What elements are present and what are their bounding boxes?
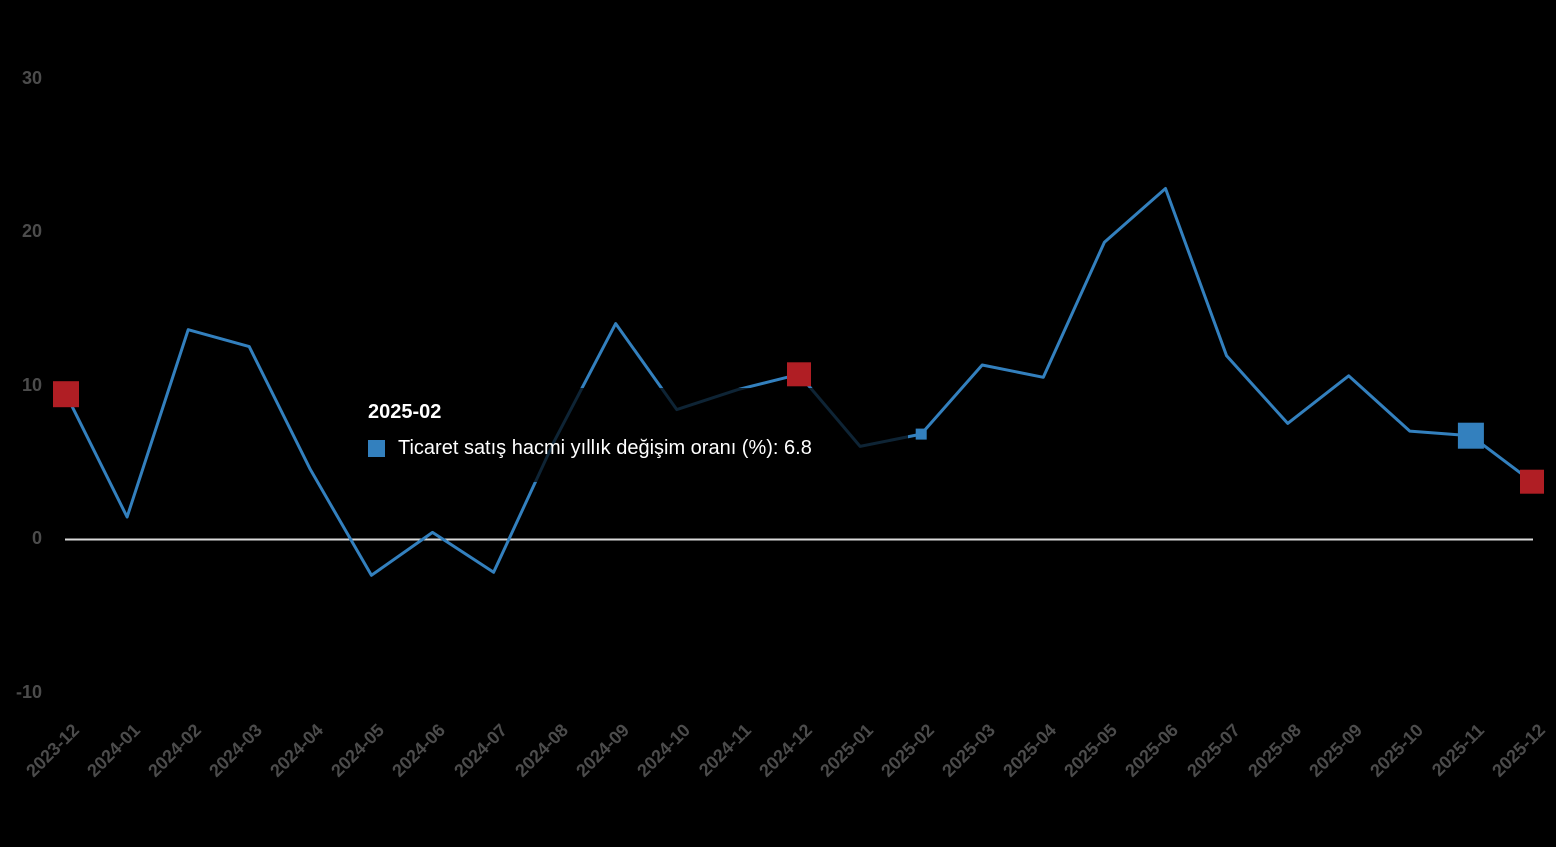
hovered-point-marker-2025-02[interactable] bbox=[915, 428, 927, 440]
marker-2025-11[interactable] bbox=[1457, 422, 1484, 449]
y-tick-label-0: 0 bbox=[31, 528, 42, 548]
marker-2023-12[interactable] bbox=[53, 381, 79, 408]
line-chart-svg[interactable] bbox=[0, 0, 1556, 800]
series-swatch-icon bbox=[368, 440, 385, 457]
tooltip-series-row: Ticaret satış hacmi yıllık değişim oranı… bbox=[368, 437, 894, 460]
tooltip-date-header: 2025-02 bbox=[368, 401, 442, 423]
chart-area: 30 20 10 0 -10 2023-12 2024-01 2024-02 2024-03 2… bbox=[0, 0, 1556, 800]
marker-2025-12[interactable] bbox=[1520, 469, 1544, 494]
y-tick-label-10: 10 bbox=[21, 375, 42, 395]
marker-2024-12[interactable] bbox=[787, 362, 811, 387]
tooltip-series-text: Ticaret satış hacmi yıllık değişim oranı… bbox=[398, 437, 812, 459]
y-tick-label-30: 30 bbox=[21, 68, 42, 88]
tooltip: 2025-02 Ticaret satış hacmi yıllık değiş… bbox=[356, 388, 908, 482]
y-tick-label-20: 20 bbox=[21, 221, 42, 241]
y-tick-label--10: -10 bbox=[15, 682, 42, 702]
